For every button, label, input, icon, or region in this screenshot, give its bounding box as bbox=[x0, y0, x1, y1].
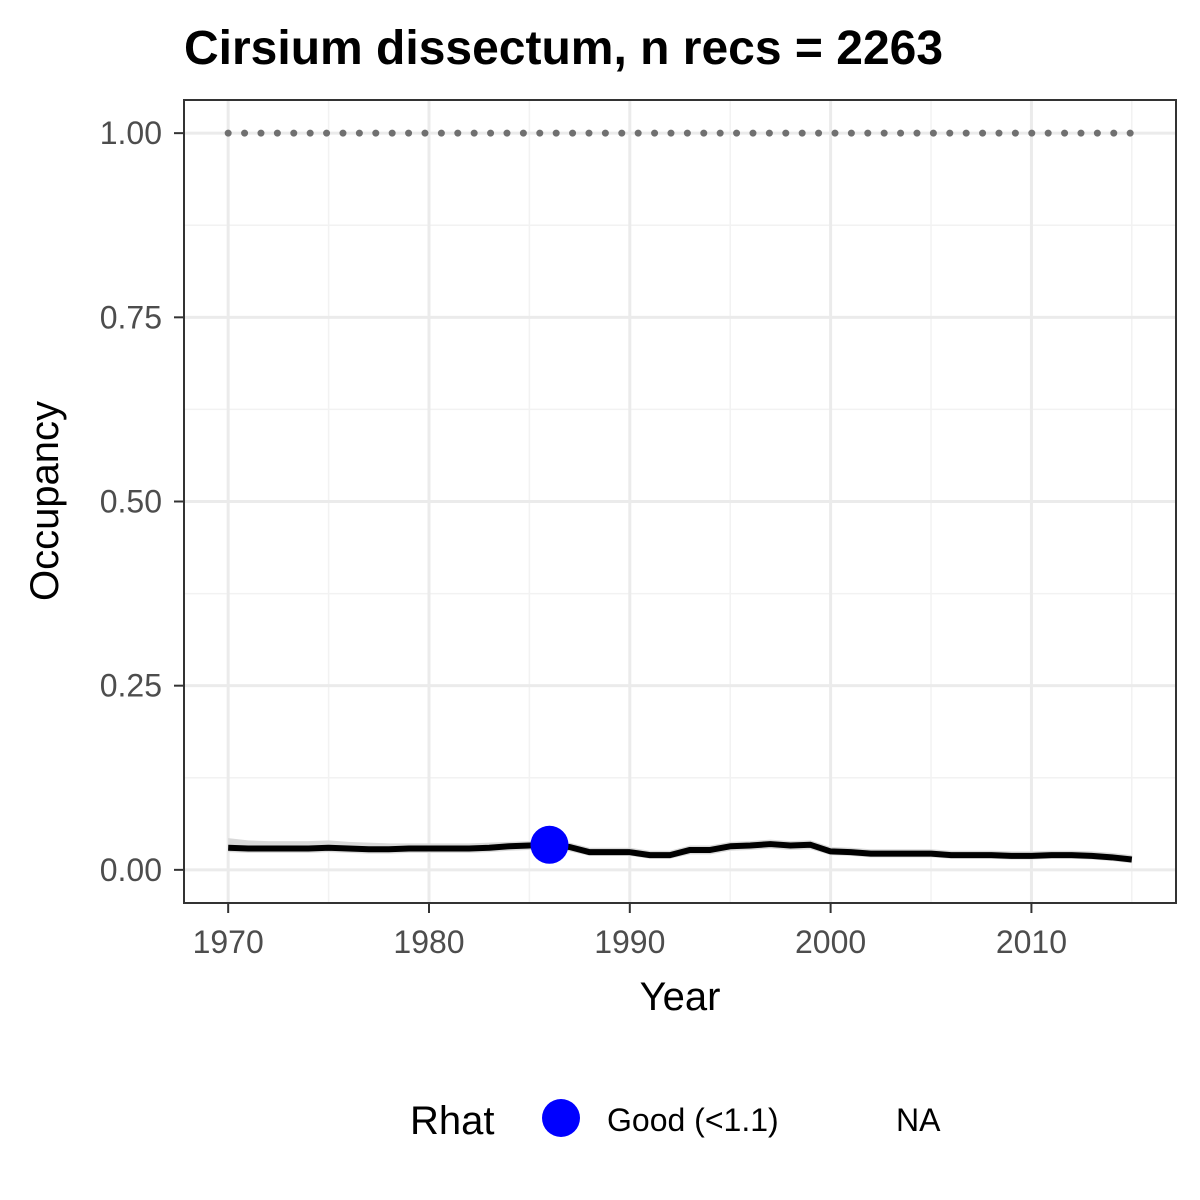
y-tick-label: 0.75 bbox=[100, 299, 162, 335]
y-tick-label: 1.00 bbox=[100, 115, 162, 151]
x-tick-label: 1980 bbox=[393, 924, 464, 960]
legend-key-good bbox=[542, 1099, 580, 1137]
grid-lines bbox=[184, 100, 1176, 903]
x-tick-label: 1990 bbox=[594, 924, 665, 960]
x-axis: 1970 1980 1990 2000 2010 bbox=[193, 903, 1067, 960]
x-tick-label: 1970 bbox=[193, 924, 264, 960]
legend-title: Rhat bbox=[410, 1099, 495, 1143]
rhat-point bbox=[530, 825, 569, 864]
series-lines bbox=[224, 129, 1136, 863]
legend: Rhat Good (<1.1) NA bbox=[410, 1099, 941, 1143]
chart-title: Cirsium dissectum, n recs = 2263 bbox=[184, 22, 943, 75]
legend-label-good: Good (<1.1) bbox=[607, 1102, 779, 1138]
legend-label-na: NA bbox=[896, 1102, 941, 1138]
x-tick-label: 2010 bbox=[996, 924, 1067, 960]
y-axis-title: Occupancy bbox=[23, 401, 67, 601]
x-tick-label: 2000 bbox=[795, 924, 866, 960]
x-axis-title: Year bbox=[640, 975, 721, 1019]
y-tick-label: 0.50 bbox=[100, 484, 162, 520]
y-tick-label: 0.25 bbox=[100, 668, 162, 704]
occupancy-line bbox=[228, 841, 1133, 863]
y-tick-label: 0.00 bbox=[100, 852, 162, 888]
rhat-points bbox=[530, 825, 569, 864]
y-axis: 0.00 0.25 0.50 0.75 1.00 bbox=[100, 115, 184, 888]
